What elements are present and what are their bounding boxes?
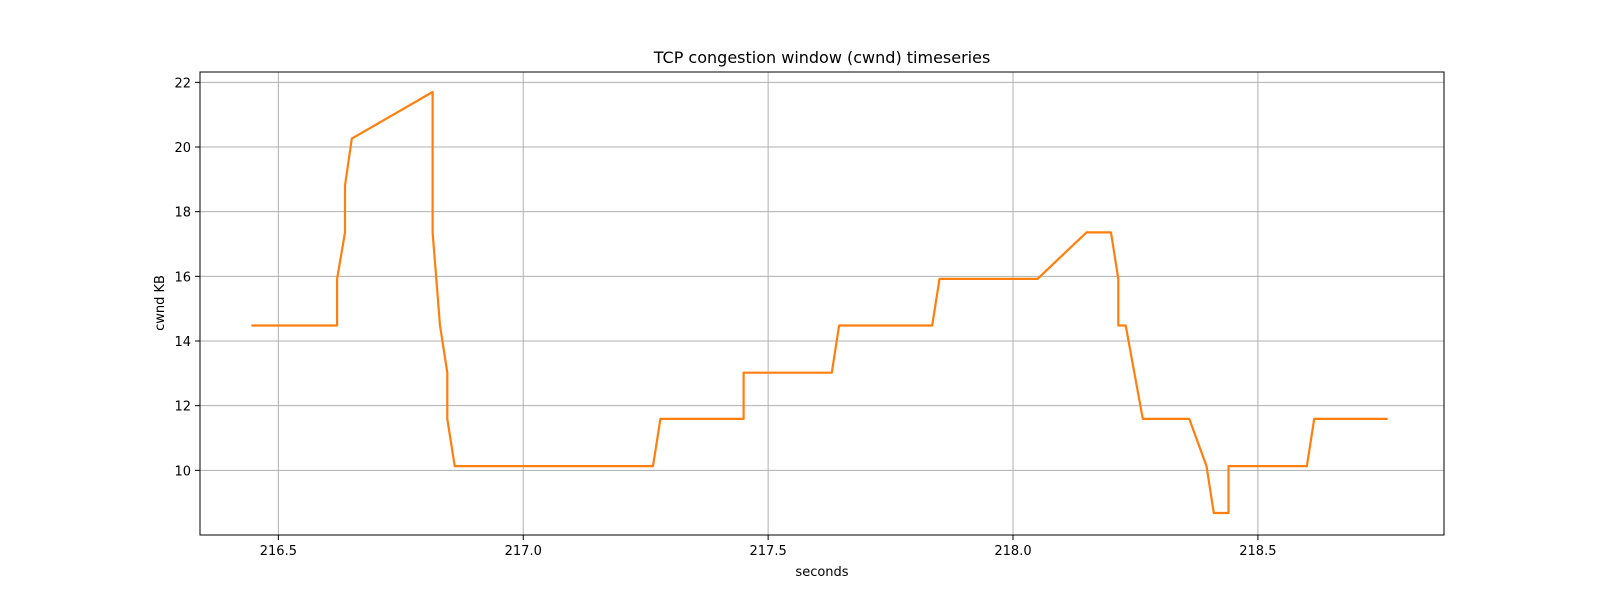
x-tick-label: 216.5 xyxy=(260,544,297,559)
x-tick-label: 217.5 xyxy=(750,544,787,559)
series-layer xyxy=(251,90,1388,515)
x-tick-label: 217.0 xyxy=(505,544,542,559)
cwnd-series-line xyxy=(251,90,1388,515)
y-ticks: 10 12 14 16 18 20 22 xyxy=(174,76,200,479)
y-tick-label: 20 xyxy=(174,141,191,156)
y-tick-label: 14 xyxy=(174,335,191,350)
x-ticks: 216.5 217.0 217.5 218.0 218.5 xyxy=(260,535,1276,559)
grid-lines xyxy=(200,72,1444,535)
y-tick-label: 16 xyxy=(174,270,191,285)
x-axis-label: seconds xyxy=(795,565,848,580)
y-axis-label: cwnd KB xyxy=(153,275,168,331)
x-tick-label: 218.5 xyxy=(1239,544,1276,559)
y-tick-label: 12 xyxy=(174,400,191,415)
y-tick-label: 10 xyxy=(174,464,191,479)
y-tick-label: 22 xyxy=(174,76,191,91)
chart-title: TCP congestion window (cwnd) timeseries xyxy=(653,48,991,67)
plot-frame xyxy=(199,71,1445,536)
y-tick-label: 18 xyxy=(174,206,191,221)
x-tick-label: 218.0 xyxy=(994,544,1031,559)
